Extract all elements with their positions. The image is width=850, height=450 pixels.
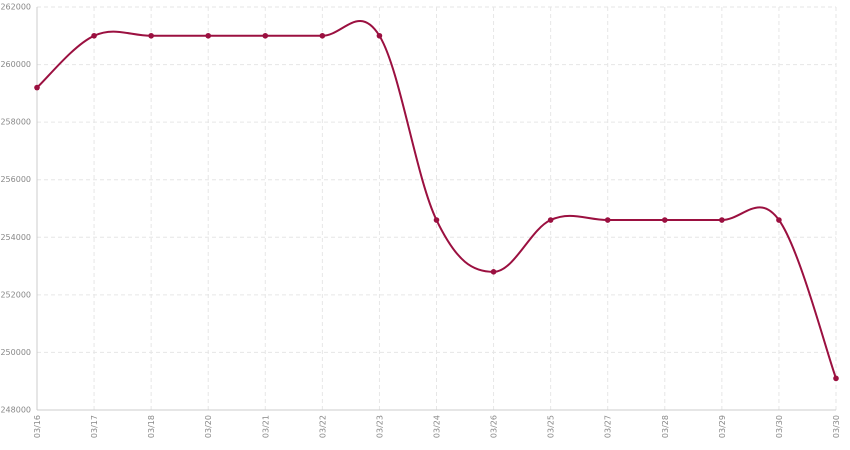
data-point [604,217,611,223]
x-tick-label: 03/18 [147,415,156,438]
x-tick-label: 03/30 [775,415,784,438]
x-tick-label: 03/17 [90,415,99,438]
x-tick-label: 03/24 [433,415,442,438]
y-tick-label: 254000 [0,233,31,242]
y-tick-label: 248000 [0,406,31,415]
data-point [91,32,97,39]
data-point [547,217,554,223]
x-tick-label: 03/25 [547,415,556,438]
y-tick-label: 256000 [0,175,31,184]
x-tick-label: 03/20 [204,415,213,438]
data-point [262,32,269,39]
data-point [148,32,154,39]
y-tick-label: 260000 [0,60,31,69]
data-point [34,84,40,91]
y-tick-label: 262000 [0,3,31,12]
data-point [661,217,668,223]
data-point [319,32,326,39]
y-tick-label: 258000 [0,118,31,127]
x-tick-label: 03/27 [604,415,613,438]
data-point [833,375,839,382]
data-point [376,32,383,39]
data-point [205,32,212,39]
x-tick-label: 03/30 [832,415,841,438]
x-tick-label: 03/21 [261,415,270,438]
x-tick-label: 03/26 [490,415,499,438]
data-point [433,217,440,223]
x-tick-label: 03/29 [718,415,727,438]
y-tick-label: 252000 [0,290,31,299]
x-tick-label: 03/23 [375,415,384,438]
x-tick-label: 03/16 [33,415,42,438]
data-point [776,217,782,223]
x-tick-label: 03/22 [318,415,327,438]
data-point [490,269,497,275]
data-point [719,217,725,223]
x-tick-label: 03/28 [661,415,670,438]
y-tick-label: 250000 [0,348,31,357]
